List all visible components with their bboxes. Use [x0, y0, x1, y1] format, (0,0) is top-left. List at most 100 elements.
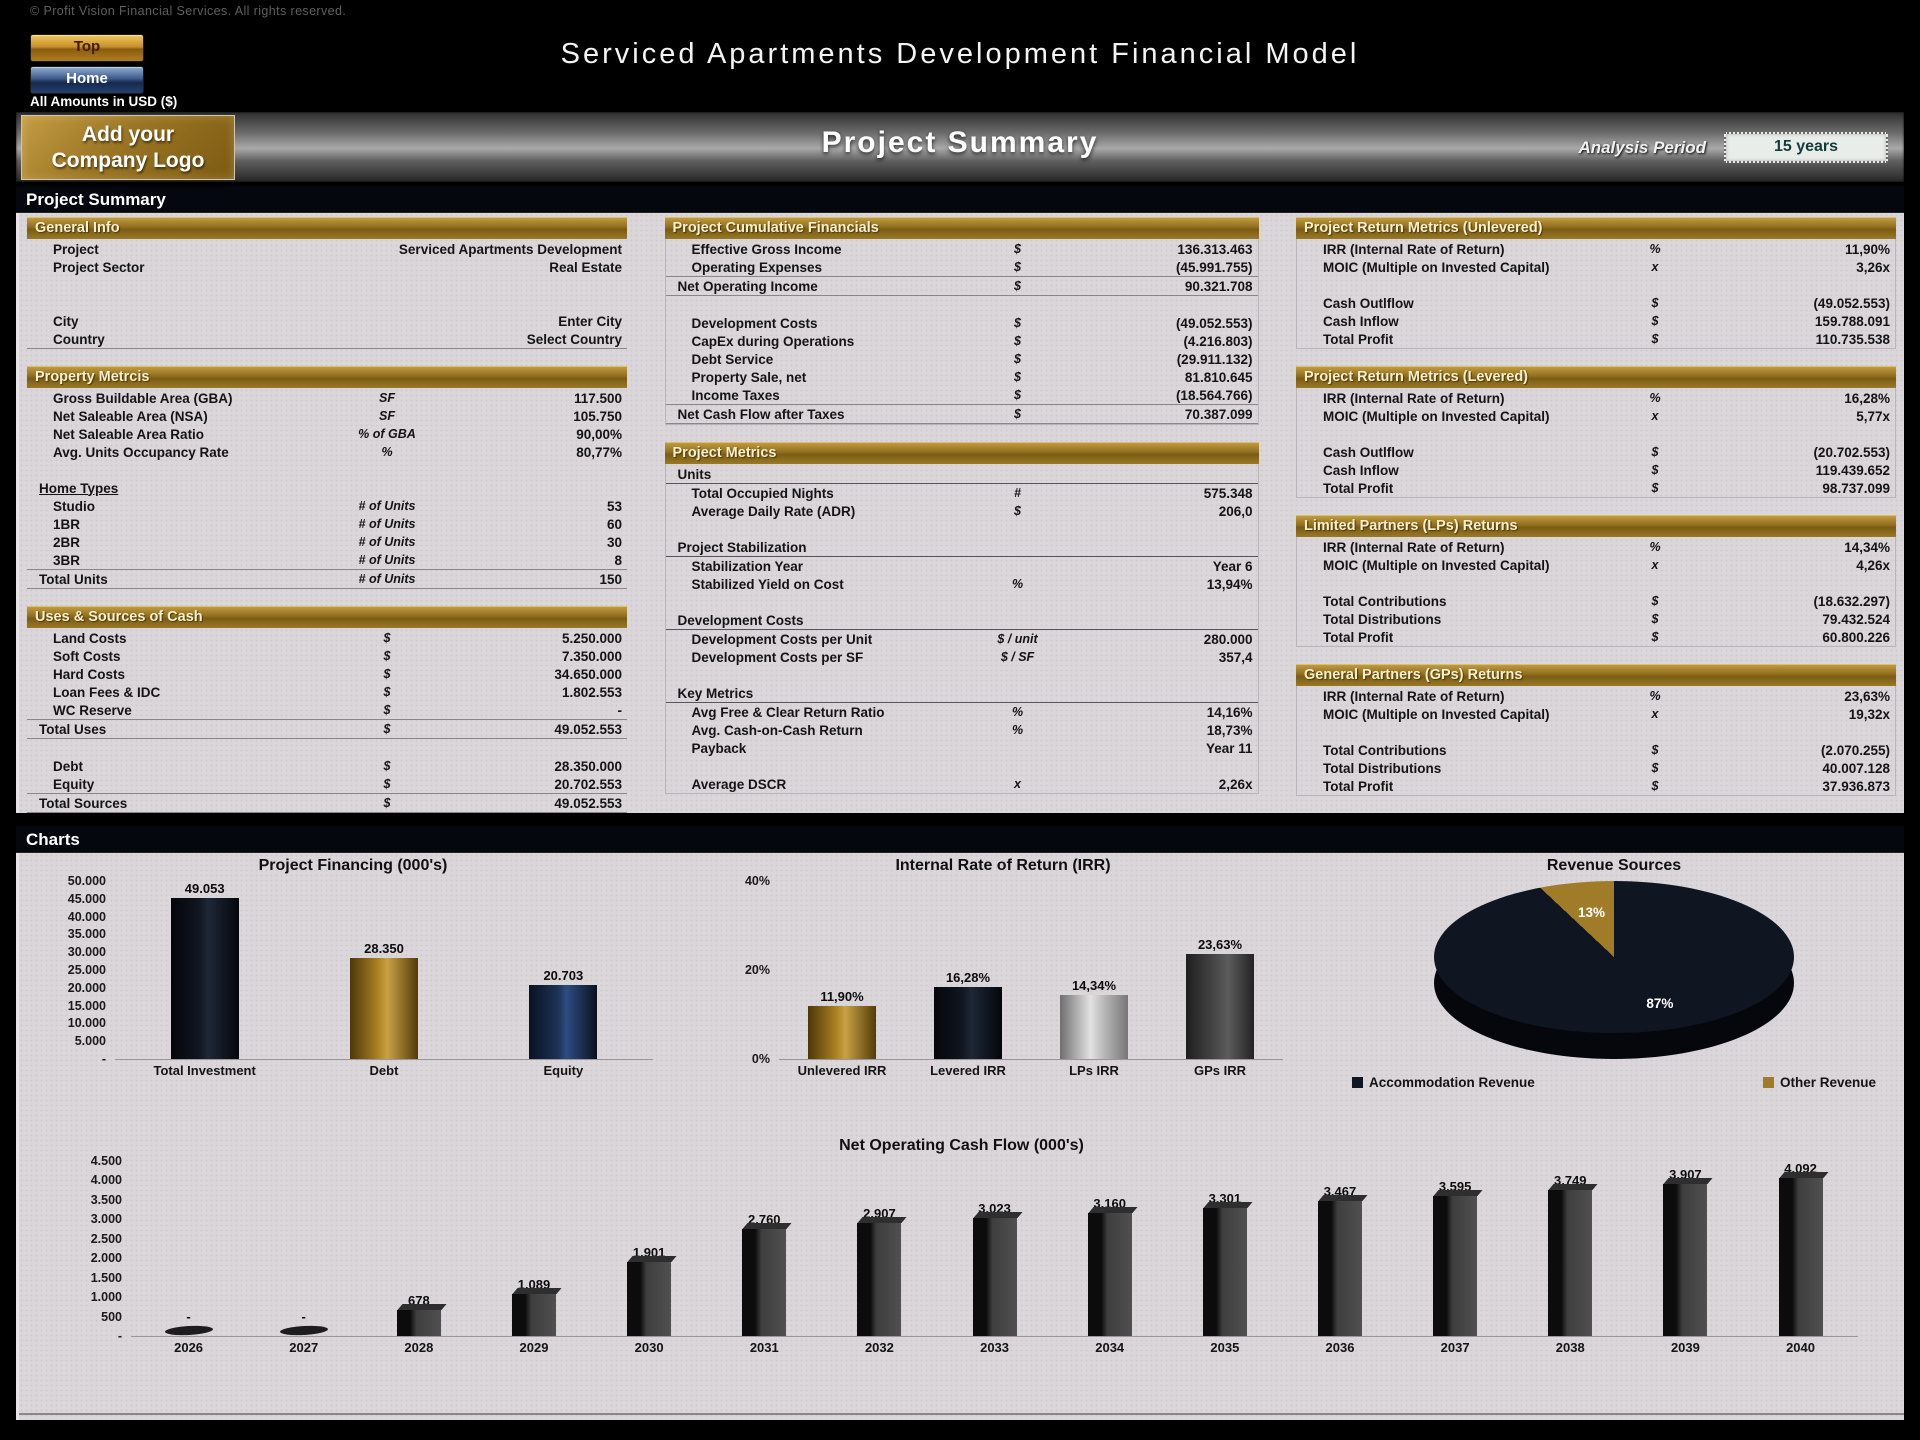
row-value: 2,26x	[1218, 776, 1253, 792]
section-header: Property Metrcis	[27, 366, 627, 388]
home-button[interactable]: Home	[30, 66, 144, 94]
x-tick-label: LPs IRR	[1069, 1063, 1119, 1078]
table-row: Operating Expenses $ (45.991.755)	[666, 258, 1258, 276]
x-tick-label: 2031	[749, 1340, 779, 1355]
row-unit: $	[1651, 445, 1659, 459]
top-button[interactable]: Top	[30, 34, 144, 62]
legend-item: Other Revenue	[1762, 1075, 1876, 1090]
row-unit: x	[1651, 707, 1659, 721]
logo-line1: Add your	[81, 122, 175, 146]
row-unit: $	[1651, 612, 1659, 626]
analysis-period-select[interactable]: 15 years	[1724, 132, 1888, 163]
row-unit: %	[1011, 577, 1024, 591]
copyright-text: © Profit Vision Financial Services. All …	[30, 4, 347, 18]
chart-revenue-sources: Revenue Sources 13% 87% Accommodation Reven…	[1334, 857, 1894, 1107]
bar-slot: 3.160	[1052, 1161, 1167, 1336]
x-tick-label: 2036	[1325, 1340, 1355, 1355]
section-header: Uses & Sources of Cash	[27, 606, 627, 628]
panel-general-info: General Info Project Serviced Apartments D…	[27, 217, 627, 349]
x-tick-label: 2035	[1210, 1340, 1240, 1355]
row-label: MOIC (Multiple on Invested Capital)	[1323, 557, 1550, 573]
plot-area: 49.053 28.350 20.703	[115, 881, 653, 1060]
x-tick-label: 2040	[1786, 1340, 1815, 1355]
row-label: Net Saleable Area Ratio	[53, 426, 205, 442]
bar-slot: 28.350	[294, 881, 473, 1059]
row-unit: $	[1014, 279, 1021, 293]
x-tick-label: 2028	[404, 1340, 434, 1355]
table-row: Total Units # of Units 150	[27, 569, 627, 589]
table-row: Total Profit $110.735.538	[1297, 330, 1895, 348]
row-unit: $	[383, 777, 391, 791]
row-label: Studio	[53, 498, 95, 514]
plot-area: - - 678 1.089 1.901 2.760 2.907 3.023 3.160 3.301…	[131, 1161, 1858, 1337]
row-value: Year 6	[1212, 558, 1253, 574]
row-label: Total Profit	[1323, 778, 1394, 794]
row-value: 60.800.226	[1822, 629, 1890, 645]
x-tick-label: 2039	[1670, 1340, 1700, 1355]
table-row: Avg. Cash-on-Cash Return% 18,73%	[666, 721, 1258, 739]
row-value: 90.321.708	[1184, 278, 1253, 294]
country-select[interactable]: Select Country	[526, 331, 622, 347]
row-label: Equity	[53, 776, 95, 792]
row-unit: # of Units	[358, 517, 416, 531]
row-value: 150	[599, 571, 622, 587]
row-unit: $	[1014, 370, 1021, 384]
row-label: Total Profit	[1323, 629, 1394, 645]
table-row: Total Profit $98.737.099	[1297, 479, 1895, 497]
section-header: Project Return Metrics (Unlevered)	[1296, 217, 1896, 239]
table-row: Cash Inflow $159.788.091	[1297, 312, 1895, 330]
row-label: Payback	[691, 740, 747, 756]
row-label: Debt	[53, 758, 83, 774]
pie: 13% 87%	[1434, 881, 1794, 1067]
bar-slot: 49.053	[115, 881, 294, 1059]
app-title: Serviced Apartments Development Financia…	[560, 38, 1360, 70]
table-row	[666, 296, 1258, 314]
row-value: (2.070.255)	[1820, 742, 1890, 758]
row-unit: #	[1014, 486, 1021, 500]
row-value: 4,26x	[1856, 557, 1890, 573]
bar-unlevered-irr	[808, 1006, 876, 1059]
bar-slot: 2.907	[822, 1161, 937, 1336]
table-row	[27, 461, 627, 479]
row-value: 18,73%	[1206, 722, 1253, 738]
row-value: 357,4	[1218, 649, 1253, 665]
row-label: Soft Costs	[53, 648, 121, 664]
row-unit: % of GBA	[358, 427, 416, 441]
row-unit: %	[1011, 705, 1024, 719]
x-tick-label: Unlevered IRR	[797, 1063, 887, 1078]
row-value: (18.564.766)	[1175, 387, 1253, 403]
panel-return-unlevered: Project Return Metrics (Unlevered) IRR (I…	[1296, 217, 1896, 349]
row-value: 53	[606, 498, 622, 514]
table-row: City Enter City	[27, 312, 627, 330]
row-unit: $	[1014, 352, 1021, 366]
section-body: Land Costs $5.250.000 Soft Costs $7.350.000…	[27, 628, 627, 813]
row-value: 159.788.091	[1814, 313, 1890, 329]
row-value: 16,28%	[1844, 390, 1890, 406]
table-row: Average DSCR x 2,26x	[666, 775, 1258, 793]
company-logo-placeholder[interactable]: Add your Company Logo	[21, 115, 235, 180]
row-value: 5,77x	[1856, 408, 1890, 424]
row-value: Real Estate	[549, 259, 622, 275]
row-unit: $	[1014, 407, 1021, 421]
row-label: Country	[53, 331, 105, 347]
row-unit: %	[1649, 540, 1661, 554]
row-unit: $	[383, 759, 391, 773]
row-value: 40.007.128	[1822, 760, 1890, 776]
city-input[interactable]: Enter City	[558, 313, 622, 329]
row-label: Average DSCR	[691, 776, 787, 792]
legend-item: Accommodation Revenue	[1352, 1075, 1535, 1090]
table-row: Net Operating Income $90.321.708	[665, 276, 1258, 296]
table-row: Total Contributions $ (18.632.297)	[1297, 592, 1895, 610]
plot-area: 11,90% 16,28% 14,34% 23,63%	[779, 881, 1283, 1060]
row-label: Cash Outlflow	[1323, 444, 1414, 460]
zero-bar	[164, 1324, 213, 1337]
bar-slot: 3.467	[1282, 1161, 1397, 1336]
chart-title: Net Operating Cash Flow (000's)	[839, 1137, 1084, 1154]
table-row: Equity $20.702.553	[27, 775, 627, 793]
table-row: Loan Fees & IDC $1.802.553	[27, 683, 627, 701]
row-label: Development Costs	[677, 612, 804, 628]
table-row: Avg Free & Clear Return Ratio% 14,16%	[666, 703, 1258, 721]
section-body: IRR (Internal Rate of Return)% 11,90% MOIC…	[1296, 239, 1896, 349]
bar-slot: 3.301	[1167, 1161, 1282, 1336]
table-row: Total Distributions $40.007.128	[1297, 759, 1895, 777]
